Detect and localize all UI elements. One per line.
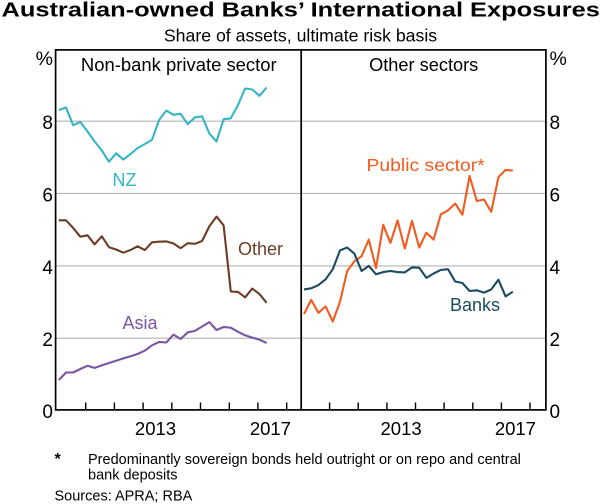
- svg-text:2013: 2013: [381, 418, 422, 439]
- svg-text:Asia: Asia: [123, 313, 159, 333]
- svg-text:2: 2: [550, 330, 561, 351]
- svg-text:2017: 2017: [495, 418, 536, 439]
- svg-text:Australian-owned Banks’ Intern: Australian-owned Banks’ International Ex…: [1, 0, 599, 21]
- svg-text:Public sector*: Public sector*: [367, 155, 485, 175]
- svg-text:Banks: Banks: [450, 295, 500, 315]
- svg-text:Predominantly sovereign bonds: Predominantly sovereign bonds held outri…: [88, 452, 521, 468]
- svg-text:Non-bank private sector: Non-bank private sector: [81, 54, 277, 75]
- svg-text:%: %: [36, 48, 53, 70]
- svg-text:6: 6: [550, 185, 561, 206]
- svg-text:Other: Other: [238, 239, 283, 259]
- svg-text:2013: 2013: [135, 418, 176, 439]
- svg-text:2: 2: [42, 330, 53, 351]
- svg-text:Other sectors: Other sectors: [369, 55, 478, 75]
- svg-text:bank deposits: bank deposits: [88, 467, 177, 483]
- svg-text:NZ: NZ: [113, 170, 137, 190]
- svg-text:8: 8: [550, 113, 561, 134]
- svg-text:Sources: APRA; RBA: Sources: APRA; RBA: [55, 488, 193, 504]
- svg-text:0: 0: [550, 402, 561, 423]
- svg-text:Share of assets, ultimate risk: Share of assets, ultimate risk basis: [164, 26, 437, 46]
- svg-text:8: 8: [42, 113, 53, 134]
- svg-text:%: %: [550, 48, 567, 70]
- svg-text:4: 4: [42, 258, 53, 279]
- svg-text:6: 6: [42, 185, 53, 206]
- svg-text:*: *: [55, 451, 62, 468]
- svg-text:2017: 2017: [250, 418, 291, 439]
- svg-text:4: 4: [550, 258, 561, 279]
- svg-text:0: 0: [42, 402, 53, 423]
